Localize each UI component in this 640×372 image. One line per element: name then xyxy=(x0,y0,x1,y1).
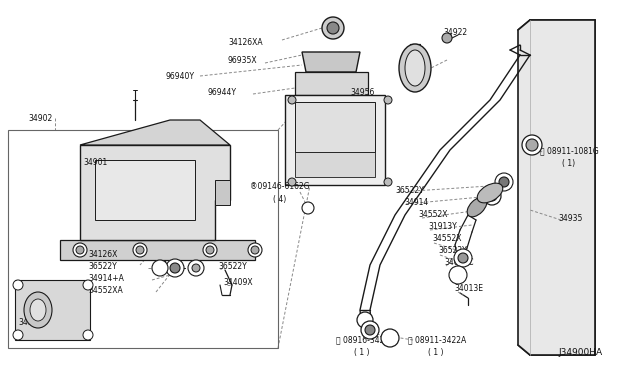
Circle shape xyxy=(248,243,262,257)
Circle shape xyxy=(302,202,314,214)
Circle shape xyxy=(133,243,147,257)
Bar xyxy=(95,160,195,220)
Circle shape xyxy=(365,325,375,335)
Text: 34013E: 34013E xyxy=(454,284,483,293)
Circle shape xyxy=(192,264,200,272)
Text: 34126X: 34126X xyxy=(88,250,117,259)
Text: 34552XA: 34552XA xyxy=(88,286,123,295)
Text: Ⓜ 08916-3421A: Ⓜ 08916-3421A xyxy=(336,335,394,344)
Circle shape xyxy=(170,263,180,273)
Circle shape xyxy=(73,243,87,257)
Circle shape xyxy=(288,96,296,104)
Circle shape xyxy=(203,243,217,257)
Polygon shape xyxy=(60,240,255,260)
Circle shape xyxy=(361,321,379,339)
Text: 34956: 34956 xyxy=(350,88,374,97)
Circle shape xyxy=(322,17,344,39)
Text: 34922: 34922 xyxy=(443,28,467,37)
Polygon shape xyxy=(295,72,368,95)
Text: 96935X: 96935X xyxy=(228,56,258,65)
Circle shape xyxy=(206,246,214,254)
Circle shape xyxy=(526,139,538,151)
Bar xyxy=(285,95,385,185)
Circle shape xyxy=(454,249,472,267)
Text: 3491B: 3491B xyxy=(18,318,42,327)
Text: 31913Y: 31913Y xyxy=(428,222,457,231)
Circle shape xyxy=(188,260,204,276)
Text: 34409X: 34409X xyxy=(223,278,253,287)
Circle shape xyxy=(13,330,23,340)
Text: 34914+A: 34914+A xyxy=(88,274,124,283)
Text: 96944Y: 96944Y xyxy=(208,88,237,97)
Circle shape xyxy=(522,135,542,155)
Circle shape xyxy=(458,253,468,263)
Text: 36522Y: 36522Y xyxy=(438,246,467,255)
Text: 34552X: 34552X xyxy=(418,210,447,219)
Text: 34914: 34914 xyxy=(404,198,428,207)
Text: ( 1 ): ( 1 ) xyxy=(428,348,444,357)
Circle shape xyxy=(288,178,296,186)
Text: 36522Y: 36522Y xyxy=(395,186,424,195)
Bar xyxy=(8,130,278,348)
Circle shape xyxy=(499,177,509,187)
Polygon shape xyxy=(80,145,230,240)
Circle shape xyxy=(83,280,93,290)
Circle shape xyxy=(357,312,373,328)
Text: 34902: 34902 xyxy=(28,114,52,123)
Circle shape xyxy=(152,260,168,276)
Text: 34935: 34935 xyxy=(558,214,582,223)
Circle shape xyxy=(13,280,23,290)
Bar xyxy=(295,152,375,177)
Circle shape xyxy=(384,178,392,186)
Text: ®09146-6162G: ®09146-6162G xyxy=(250,182,310,191)
Ellipse shape xyxy=(477,183,503,203)
Circle shape xyxy=(495,173,513,191)
Circle shape xyxy=(487,191,497,201)
Text: 34552X: 34552X xyxy=(432,234,461,243)
Text: Ⓝ 08911-1081G: Ⓝ 08911-1081G xyxy=(540,146,599,155)
Ellipse shape xyxy=(30,299,46,321)
Bar xyxy=(295,102,375,152)
Circle shape xyxy=(381,329,399,347)
Polygon shape xyxy=(302,52,360,72)
Text: 96940Y: 96940Y xyxy=(166,72,195,81)
Circle shape xyxy=(327,22,339,34)
Bar xyxy=(215,180,230,205)
Circle shape xyxy=(483,187,501,205)
Circle shape xyxy=(251,246,259,254)
Polygon shape xyxy=(15,280,90,340)
Ellipse shape xyxy=(467,197,487,217)
Text: 34126XA: 34126XA xyxy=(228,38,262,47)
Ellipse shape xyxy=(24,292,52,328)
Ellipse shape xyxy=(405,50,425,86)
Circle shape xyxy=(384,96,392,104)
Polygon shape xyxy=(80,120,230,145)
Circle shape xyxy=(76,246,84,254)
Polygon shape xyxy=(518,20,595,355)
Text: 36522Y: 36522Y xyxy=(218,262,247,271)
Text: 34910: 34910 xyxy=(403,55,428,64)
Circle shape xyxy=(442,33,452,43)
Circle shape xyxy=(166,259,184,277)
Circle shape xyxy=(136,246,144,254)
Text: 34901: 34901 xyxy=(83,158,108,167)
Ellipse shape xyxy=(399,44,431,92)
Text: 36522Y: 36522Y xyxy=(88,262,116,271)
Text: ( 1): ( 1) xyxy=(562,159,575,168)
Circle shape xyxy=(449,266,467,284)
Text: Ⓝ 08911-3422A: Ⓝ 08911-3422A xyxy=(408,335,467,344)
Circle shape xyxy=(83,330,93,340)
Text: ( 4): ( 4) xyxy=(273,195,286,204)
Text: J34900HA: J34900HA xyxy=(558,348,602,357)
Text: 34013C: 34013C xyxy=(444,258,474,267)
Text: ( 1 ): ( 1 ) xyxy=(354,348,369,357)
